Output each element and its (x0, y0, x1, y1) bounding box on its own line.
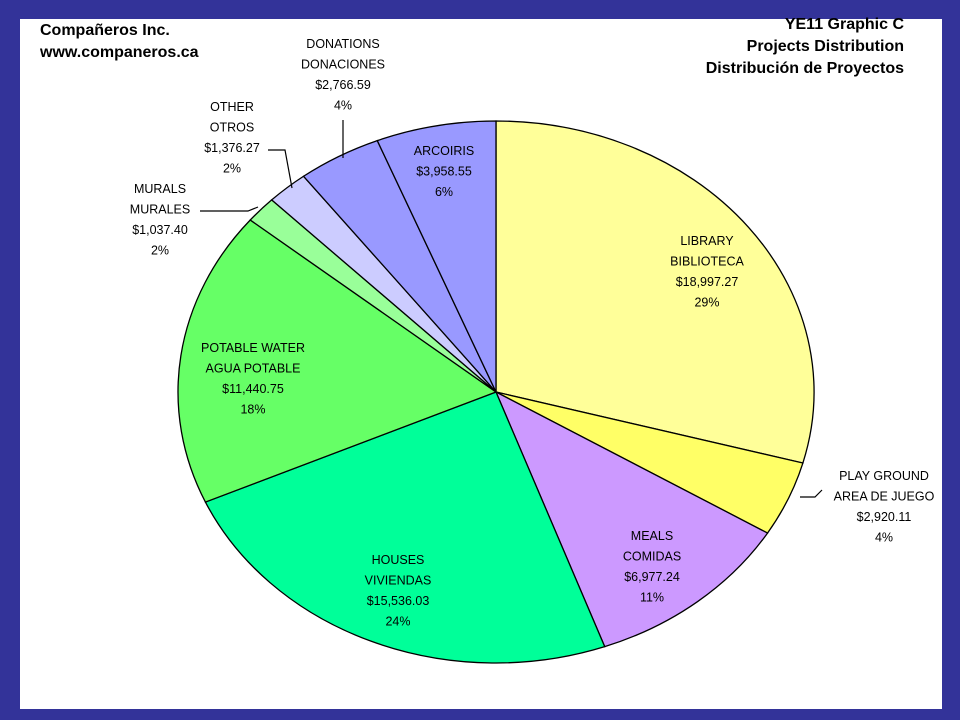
chart-subtitle: Distribución de Proyectos (705, 60, 904, 77)
data-label-meals: MEALS COMIDAS $6,977.24 11% (623, 529, 681, 605)
company-name: Compañeros Inc. (40, 22, 170, 39)
data-label-arcoiris: ARCOIRIS $3,958.55 6% (414, 144, 474, 199)
leader-line-murals (200, 206, 259, 212)
pie-slice-potable-water (177, 219, 498, 503)
data-label-murals: MURALS MURALES $1,037.40 2% (130, 182, 190, 258)
title-block: YE11 Graphic C Projects Distribution Dis… (706, 14, 904, 80)
data-label-library: LIBRARY BIBLIOTECA $18,997.27 29% (670, 234, 744, 310)
data-label-donations: DONATIONS DONACIONES $2,766.59 4% (301, 37, 385, 113)
data-label-potable-water: POTABLE WATER AGUA POTABLE $11,440.75 18% (201, 341, 305, 417)
company-url: www.companeros.ca (40, 44, 199, 61)
company-block: Compañeros Inc. www.companeros.ca (40, 20, 199, 64)
pie-slice-library (495, 120, 815, 464)
pie-slices (177, 120, 815, 664)
slice-labels: LIBRARY BIBLIOTECA $18,997.27 29% PLAY GROUN… (130, 37, 935, 629)
data-label-other: OTHER OTROS $1,376.27 2% (204, 100, 260, 176)
leader-lines (200, 120, 823, 498)
leader-line-other (268, 149, 293, 189)
pie-slice-houses (204, 391, 606, 664)
pie-slice-arcoiris (376, 120, 497, 393)
data-label-houses: HOUSES VIVIENDAS $15,536.03 24% (365, 553, 432, 629)
leader-line-play-ground (800, 489, 823, 498)
graphic-id: YE11 Graphic C (784, 16, 904, 33)
data-label-play-ground: PLAY GROUND AREA DE JUEGO $2,920.11 4% (834, 469, 935, 545)
chart-title: Projects Distribution (746, 38, 904, 55)
pie-slice-meals (494, 390, 769, 648)
